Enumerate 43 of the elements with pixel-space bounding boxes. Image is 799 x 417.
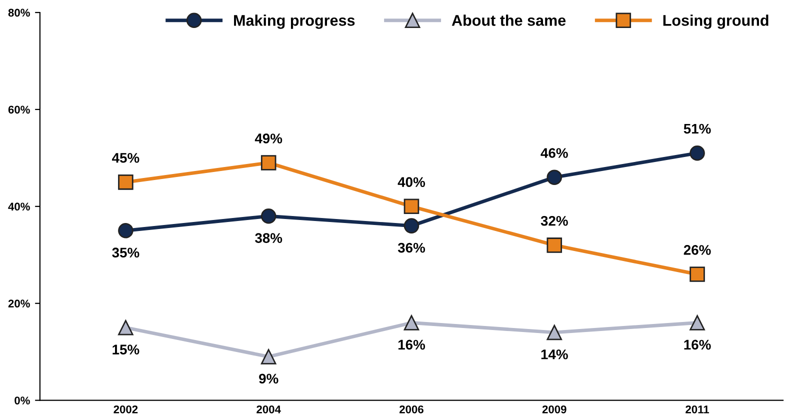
data-label: 9% [259,374,278,384]
x-tick-label: 2009 [542,405,566,414]
data-label: 26% [684,245,711,255]
y-tick-label: 20% [8,300,30,308]
data-label: 16% [684,340,711,350]
x-tick-label: 2006 [400,405,424,414]
data-label: 38% [255,233,282,243]
data-label: 46% [540,148,568,158]
point [260,349,276,364]
point [404,315,420,330]
y-tick-label: 0% [14,396,30,404]
data-label: 45% [112,152,140,163]
legend-label: Losing ground [663,14,768,29]
data-label: 15% [112,344,140,354]
point [546,238,562,253]
point [690,266,705,282]
data-label: 40% [398,177,426,188]
data-label: 36% [398,242,426,253]
point [404,218,420,234]
x-tick-label: 2002 [114,405,138,414]
point [546,324,562,340]
point [260,155,276,170]
data-label: 16% [398,340,426,350]
point [118,174,134,190]
point [260,208,276,224]
x-tick-label: 2004 [256,405,281,414]
point [118,320,134,336]
point [404,198,420,214]
y-tick-label: 40% [8,202,30,211]
point [118,223,134,238]
data-label: 51% [684,124,711,134]
x-tick-label: 2011 [686,405,710,414]
point [690,145,705,161]
y-tick-label: 80% [8,8,30,17]
point [690,315,705,330]
data-label: 49% [254,134,282,144]
data-label: 14% [541,350,568,360]
point [546,170,562,185]
data-label: 35% [112,248,140,258]
y-tick-label: 60% [8,106,30,114]
data-label: 32% [540,216,568,226]
legend-label: Making progress [234,14,355,29]
legend-label: About the same [452,14,566,26]
